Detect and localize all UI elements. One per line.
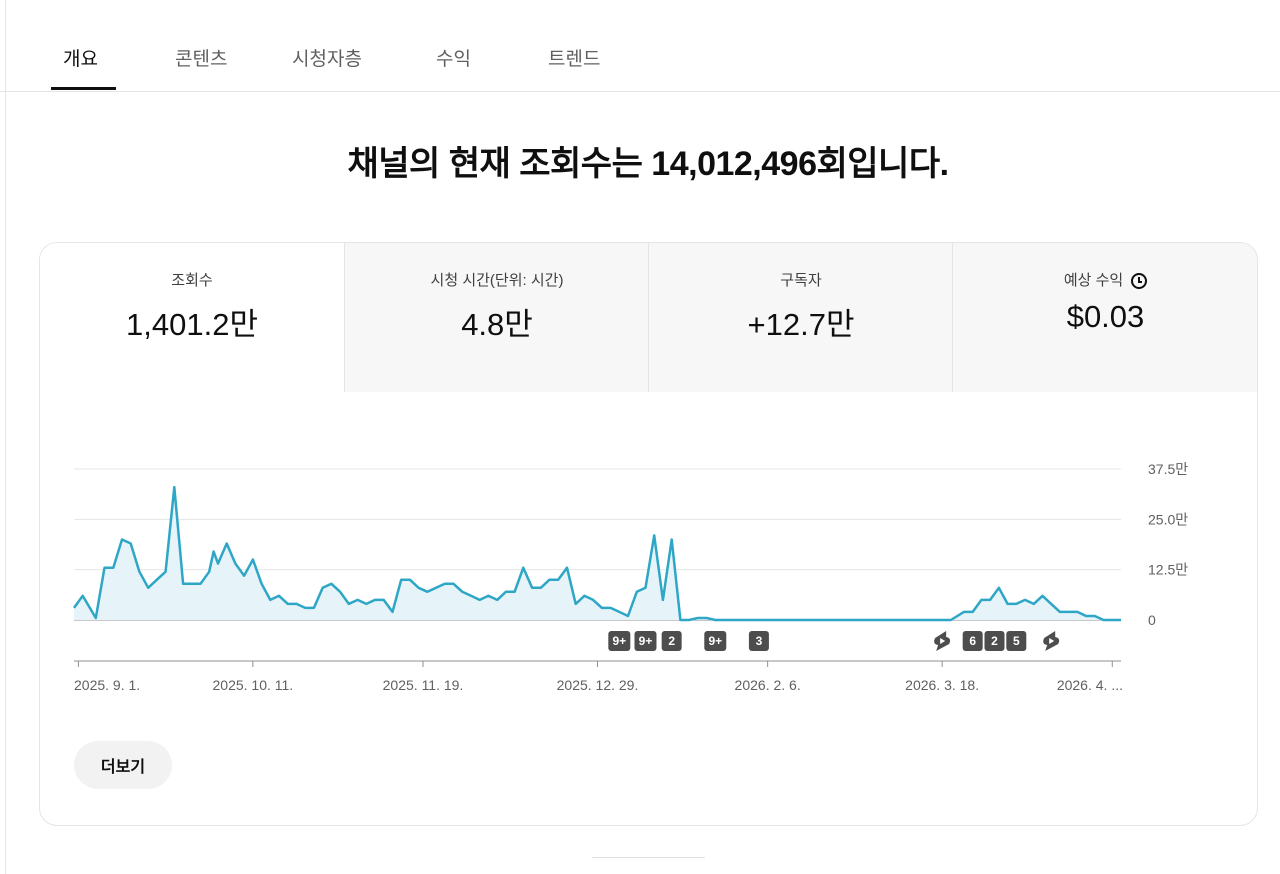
metric-label: 예상 수익 — [1063, 272, 1124, 289]
event-marker-label: 9+ — [708, 634, 722, 648]
event-marker-label: 9+ — [639, 634, 653, 648]
left-divider — [5, 0, 6, 874]
metric-estimated-revenue[interactable]: 예상 수익 $0.03 — [952, 243, 1257, 392]
metric-label: 구독자 — [780, 272, 822, 289]
event-marker-label: 9+ — [612, 634, 626, 648]
event-marker-label: 2 — [668, 634, 675, 648]
metric-views[interactable]: 조회수 1,401.2만 — [40, 243, 344, 392]
x-tick-label: 2026. 4. ... — [1057, 677, 1123, 693]
event-marker — [1006, 631, 1027, 651]
event-marker-label: 5 — [1013, 634, 1020, 648]
y-tick-label: 12.5만 — [1148, 562, 1188, 578]
tab-bar: 개요 콘텐츠 시청자층 수익 트렌드 — [0, 0, 1280, 92]
event-marker — [962, 631, 983, 651]
overview-card: 조회수 1,401.2만 시청 시간(단위: 시간) 4.8만 구독자 +12.… — [39, 242, 1258, 826]
metric-subscribers[interactable]: 구독자 +12.7만 — [648, 243, 953, 392]
shorts-icon-play — [1049, 638, 1055, 644]
metric-value: +12.7만 — [747, 307, 855, 342]
x-tick-label: 2026. 3. 18. — [905, 677, 979, 693]
tab-audience[interactable]: 시청자층 — [292, 49, 362, 70]
page-headline: 채널의 현재 조회수는 14,012,496회입니다. — [347, 145, 949, 183]
metric-watch-time[interactable]: 시청 시간(단위: 시간) 4.8만 — [344, 243, 649, 392]
event-marker-label: 6 — [969, 634, 976, 648]
event-marker-label: 3 — [756, 634, 763, 648]
metric-value: 4.8만 — [461, 307, 533, 342]
tab-revenue[interactable]: 수익 — [436, 49, 471, 70]
x-tick-label: 2025. 10. 11. — [213, 677, 294, 693]
tab-overview[interactable]: 개요 — [63, 49, 98, 70]
metric-label-row: 예상 수익 — [953, 269, 1257, 290]
views-line — [72, 485, 1121, 622]
event-marker — [748, 631, 769, 651]
event-marker — [984, 631, 1005, 651]
tab-trends[interactable]: 트렌드 — [548, 49, 601, 70]
event-marker — [608, 631, 631, 651]
bottom-divider — [592, 857, 705, 858]
tab-content[interactable]: 콘텐츠 — [175, 49, 228, 70]
clock-icon — [1131, 273, 1148, 289]
active-tab-indicator — [51, 87, 116, 90]
metric-label: 조회수 — [171, 272, 213, 289]
event-marker — [661, 631, 682, 651]
event-marker — [634, 631, 657, 651]
metric-value: 1,401.2만 — [126, 307, 258, 342]
metric-label: 시청 시간(단위: 시간) — [430, 272, 564, 289]
x-tick-label: 2025. 11. 19. — [383, 677, 464, 693]
event-marker — [704, 631, 727, 651]
y-tick-label: 37.5만 — [1148, 461, 1188, 477]
views-chart: 37.5만 25.0만 12.5만 0 2025. 9. 1. 2025. 10. 11.… — [72, 461, 1188, 693]
x-tick-label: 2025. 9. 1. — [74, 677, 140, 693]
y-tick-label: 0 — [1148, 612, 1156, 628]
shorts-icon-play — [940, 638, 946, 644]
views-area — [74, 487, 1121, 620]
metric-value: $0.03 — [1066, 299, 1145, 334]
y-tick-label: 25.0만 — [1148, 511, 1188, 527]
x-tick-label: 2025. 12. 29. — [557, 677, 639, 693]
x-tick-label: 2026. 2. 6. — [735, 677, 801, 693]
event-marker-label: 2 — [991, 634, 998, 648]
see-more-button[interactable]: 더보기 — [74, 741, 172, 789]
